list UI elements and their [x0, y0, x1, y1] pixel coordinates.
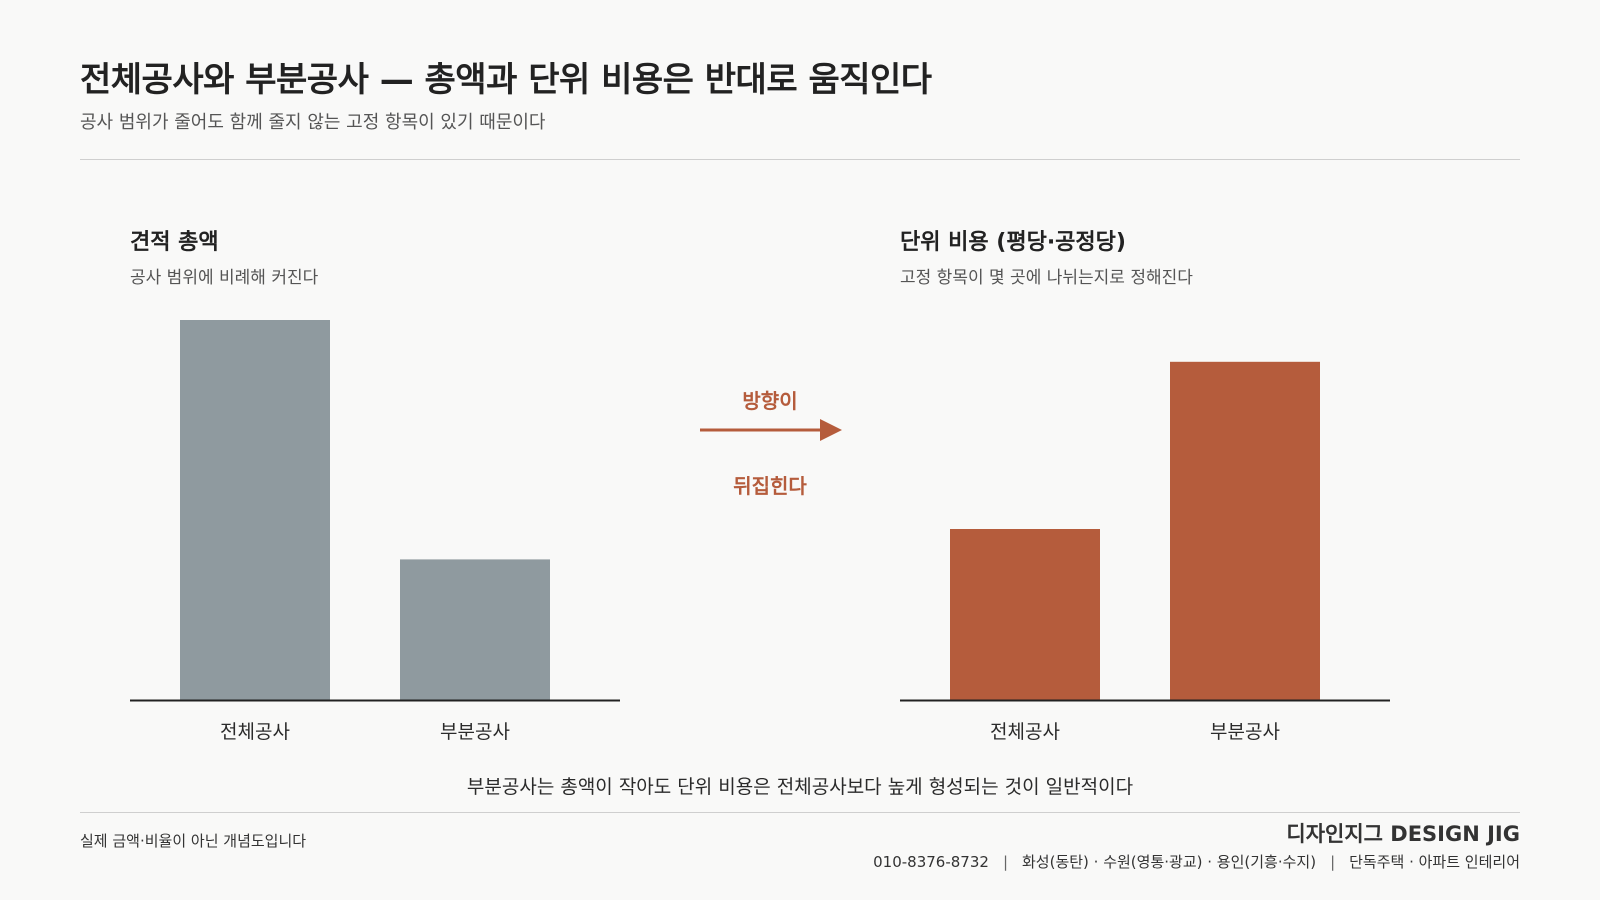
left-chart: 전체공사 부분공사 [130, 320, 620, 743]
right-chart: 전체공사 부분공사 [900, 361, 1390, 743]
right-tick-full-construction: 전체공사 [990, 721, 1060, 743]
contact-line: 010-8376-8732 | 화성(동탄) · 수원(영통·광교) · 용인(기흥… [873, 851, 1520, 872]
left-bar-full-construction [180, 320, 330, 700]
service-types: 단독주택 · 아파트 인테리어 [1349, 853, 1520, 871]
left-bar-partial-construction [400, 559, 550, 700]
service-regions: 화성(동탄) · 수원(영통·광교) · 용인(기흥·수지) [1022, 853, 1317, 871]
disclaimer: 실제 금액·비율이 아닌 개념도입니다 [80, 832, 307, 850]
direction-label-bottom: 뒤집힌다 [733, 474, 807, 498]
footer-divider [80, 812, 1520, 813]
right-chart-title: 단위 비용 (평당·공정당) [900, 230, 1126, 255]
contact-separator: | [1002, 853, 1008, 871]
left-chart-subtitle: 공사 범위에 비례해 커진다 [130, 268, 319, 288]
chart-note: 부분공사는 총액이 작아도 단위 비용은 전체공사보다 높게 형성되는 것이 일… [466, 776, 1134, 798]
arrow-head-icon [820, 419, 842, 441]
contact-separator: | [1330, 853, 1336, 871]
middle-arrow [700, 419, 842, 441]
header-divider [80, 159, 1520, 160]
left-tick-partial-construction: 부분공사 [440, 721, 510, 743]
page-title: 전체공사와 부분공사 — 총액과 단위 비용은 반대로 움직인다 [80, 60, 932, 100]
left-chart-title: 견적 총액 [130, 230, 219, 255]
direction-label-top: 방향이 [742, 389, 798, 413]
left-tick-full-construction: 전체공사 [220, 721, 290, 743]
right-tick-partial-construction: 부분공사 [1210, 721, 1280, 743]
right-bar-partial-construction [1170, 361, 1320, 700]
brand-name: 디자인지그 DESIGN JIG [1286, 822, 1520, 846]
right-chart-subtitle: 고정 항목이 몇 곳에 나뉘는지로 정해진다 [900, 268, 1193, 288]
page-subtitle: 공사 범위가 줄어도 함께 줄지 않는 고정 항목이 있기 때문이다 [80, 112, 546, 133]
phone-number: 010-8376-8732 [873, 853, 989, 871]
right-bar-full-construction [950, 529, 1100, 700]
